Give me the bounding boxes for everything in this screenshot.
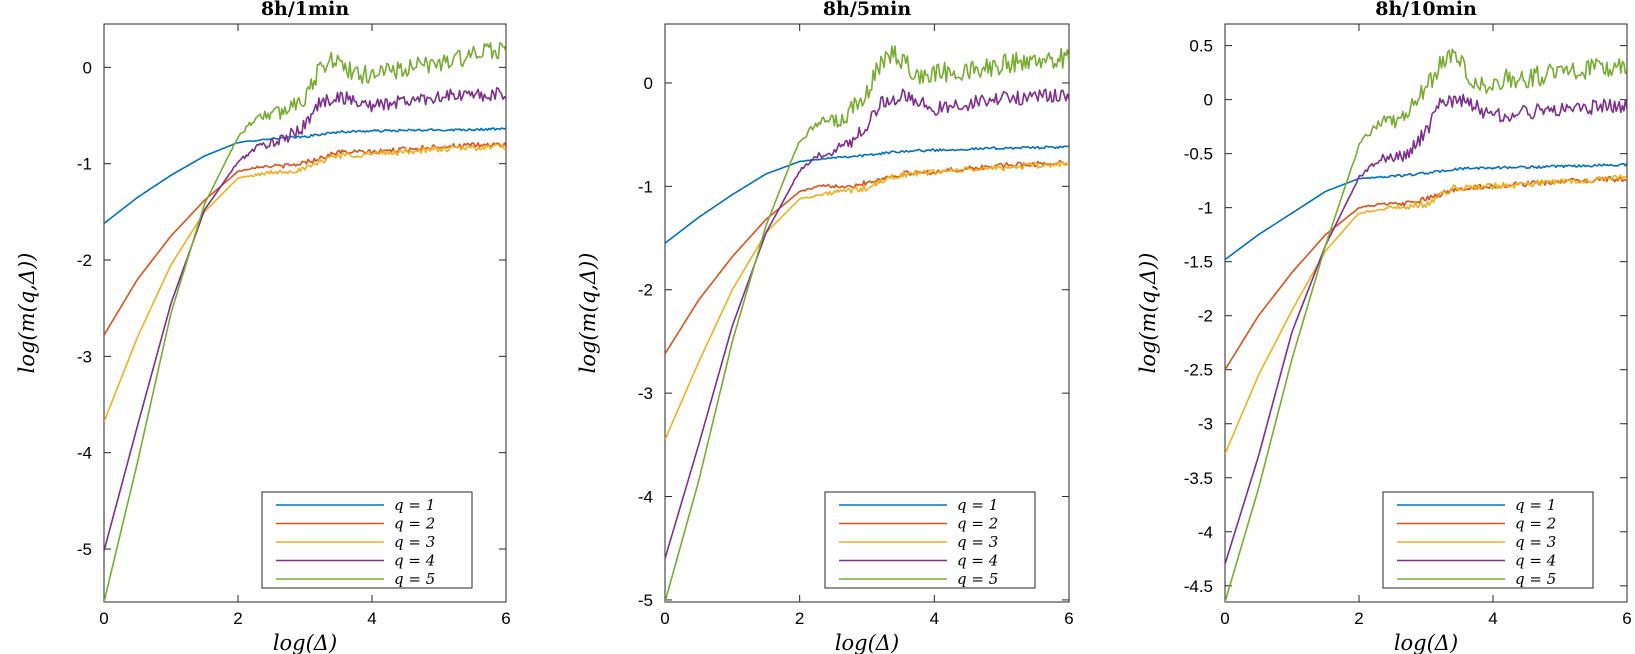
- series-line-q4: [1225, 93, 1627, 565]
- x-tick-label: 2: [1354, 609, 1363, 628]
- x-axis-label: log(Δ): [1394, 631, 1458, 654]
- legend-label: q = 5: [957, 570, 998, 588]
- series-line-q1: [665, 145, 1069, 244]
- y-tick-label: -5: [77, 540, 92, 559]
- series-line-q1: [104, 127, 506, 225]
- x-axis-label: log(Δ): [835, 631, 899, 654]
- legend: q = 1q = 2q = 3q = 4q = 5: [261, 491, 473, 589]
- y-tick-label: -1: [77, 155, 92, 174]
- legend-label: q = 3: [394, 533, 435, 551]
- series-group: [665, 45, 1069, 602]
- legend-label: q = 4: [1515, 552, 1556, 570]
- legend-label: q = 2: [957, 515, 998, 533]
- chart-title: 8h/10min: [1375, 0, 1477, 20]
- x-tick-label: 4: [367, 609, 376, 628]
- y-tick-label: -2.5: [1184, 361, 1213, 380]
- y-tick-label: -1.5: [1184, 253, 1213, 272]
- y-tick-label: 0.5: [1189, 37, 1213, 56]
- series-line-q4: [665, 88, 1069, 559]
- chart-title: 8h/5min: [823, 0, 912, 20]
- y-tick-label: -2: [638, 281, 653, 300]
- legend-label: q = 5: [1515, 570, 1556, 588]
- series-line-q2: [665, 159, 1069, 355]
- series-line-q3: [104, 143, 506, 423]
- axes-frame: [103, 23, 507, 603]
- x-tick-label: 0: [660, 609, 669, 628]
- x-tick-label: 2: [795, 609, 804, 628]
- y-tick-label: -2: [77, 251, 92, 270]
- y-tick-label: -4: [1198, 523, 1213, 542]
- y-tick-label: 0: [83, 58, 92, 77]
- y-tick-label: -3: [638, 384, 653, 403]
- y-tick-label: -1: [1198, 199, 1213, 218]
- y-tick-label: -1: [638, 177, 653, 196]
- legend-box: [824, 491, 1036, 589]
- legend-label: q = 2: [1515, 515, 1556, 533]
- chart-panel-3: 8h/10min 0 2 4 6 -4.5 -4 -3.5 -3 -2.5 -2 -1.5 -1 -0.5…: [1136, 0, 1632, 654]
- legend-label: q = 3: [957, 533, 998, 551]
- x-axis-label: log(Δ): [273, 631, 337, 654]
- series-line-q4: [104, 87, 506, 552]
- legend: q = 1q = 2q = 3q = 4q = 5: [1382, 491, 1594, 589]
- series-line-q2: [104, 142, 506, 336]
- legend-label: q = 4: [394, 552, 435, 570]
- y-tick-label: -5: [638, 591, 653, 610]
- x-tick-label: 6: [1064, 609, 1073, 628]
- legend-label: q = 1: [957, 496, 998, 514]
- legend: q = 1q = 2q = 3q = 4q = 5: [824, 491, 1036, 589]
- legend-box: [261, 491, 473, 589]
- chart-title: 8h/1min: [261, 0, 350, 20]
- y-tick-label: 0: [1204, 91, 1213, 110]
- y-tick-label: -4.5: [1184, 577, 1213, 596]
- series-line-q5: [665, 45, 1069, 602]
- legend-label: q = 2: [394, 515, 435, 533]
- series-line-q3: [1225, 174, 1627, 455]
- y-axis-label: log(m(q,Δ)): [15, 253, 39, 374]
- y-axis-label: log(m(q,Δ)): [576, 253, 600, 374]
- y-tick-label: -3: [77, 347, 92, 366]
- axes-frame: [1224, 23, 1628, 603]
- x-tick-label: 6: [501, 609, 510, 628]
- chart-panel-1: 8h/1min 0 2 4 6 -5 -4 -3 -2 -1 0 log(Δ) log(m(q,Δ)) q…: [15, 0, 511, 654]
- series-group: [1225, 48, 1627, 602]
- y-tick-label: -0.5: [1184, 145, 1213, 164]
- legend-label: q = 1: [394, 496, 435, 514]
- x-tick-label: 4: [930, 609, 939, 628]
- y-tick-label: -3.5: [1184, 469, 1213, 488]
- legend-label: q = 5: [394, 570, 435, 588]
- series-line-q3: [665, 161, 1069, 440]
- series-line-q1: [1225, 162, 1627, 261]
- legend-label: q = 3: [1515, 533, 1556, 551]
- legend-label: q = 1: [1515, 496, 1556, 514]
- x-tick-label: 0: [99, 609, 108, 628]
- y-tick-label: -2: [1198, 307, 1213, 326]
- y-tick-label: -3: [1198, 415, 1213, 434]
- x-tick-label: 0: [1220, 609, 1229, 628]
- y-tick-label: -4: [77, 444, 92, 463]
- axes-frame: [664, 23, 1070, 603]
- chart-panel-2: 8h/5min 0 2 4 6 -5 -4 -3 -2 -1 0 log(Δ) log(m(q,Δ)) q…: [576, 0, 1074, 654]
- series-line-q5: [104, 41, 506, 602]
- legend-label: q = 4: [957, 552, 998, 570]
- y-axis-label: log(m(q,Δ)): [1136, 253, 1160, 374]
- y-tick-label: -4: [638, 488, 653, 507]
- series-group: [104, 41, 506, 602]
- legend-box: [1382, 491, 1594, 589]
- x-tick-label: 2: [233, 609, 242, 628]
- x-tick-label: 4: [1488, 609, 1497, 628]
- y-tick-label: 0: [644, 74, 653, 93]
- x-tick-label: 6: [1622, 609, 1631, 628]
- series-line-q5: [1225, 48, 1627, 602]
